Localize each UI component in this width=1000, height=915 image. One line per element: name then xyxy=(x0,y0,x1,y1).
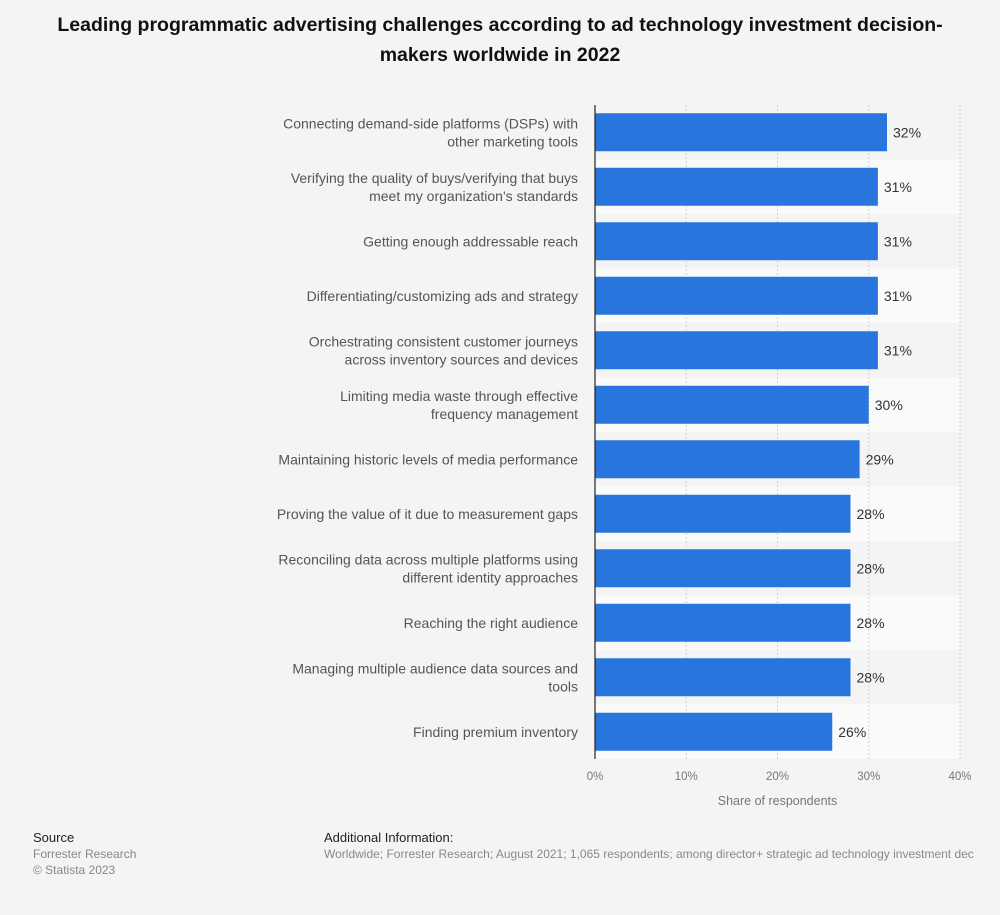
bar[interactable] xyxy=(595,549,851,588)
x-tick-label: 0% xyxy=(587,771,604,783)
data-label: 31% xyxy=(884,233,912,249)
category-label: Differentiating/customizing ads and stra… xyxy=(307,288,578,304)
category-label: Finding premium inventory xyxy=(413,724,578,740)
source-heading: Source xyxy=(33,830,75,845)
category-label: Maintaining historic levels of media per… xyxy=(278,451,578,467)
bar[interactable] xyxy=(595,658,851,697)
x-tick-label: 10% xyxy=(675,771,698,783)
x-axis-title: Share of respondents xyxy=(718,794,838,808)
category-label: Getting enough addressable reach xyxy=(363,233,578,249)
bar[interactable] xyxy=(595,222,878,261)
bar[interactable] xyxy=(595,603,851,642)
data-label: 28% xyxy=(857,615,885,631)
data-label: 32% xyxy=(893,124,921,140)
category-label: Orchestrating consistent customer journe… xyxy=(309,333,578,367)
data-label: 29% xyxy=(866,451,894,467)
bar[interactable] xyxy=(595,385,869,424)
source-block: Source Forrester Research © Statista 202… xyxy=(33,830,136,878)
category-label: Reconciling data across multiple platfor… xyxy=(278,551,578,585)
bar[interactable] xyxy=(595,331,878,370)
bar[interactable] xyxy=(595,276,878,315)
source-link[interactable]: Forrester Research xyxy=(33,847,137,861)
category-label: Connecting demand-side platforms (DSPs) … xyxy=(283,115,578,149)
bar[interactable] xyxy=(595,167,878,206)
data-label: 26% xyxy=(838,724,866,740)
x-tick-label: 30% xyxy=(857,771,880,783)
bar[interactable] xyxy=(595,712,833,751)
data-label: 31% xyxy=(884,179,912,195)
bar[interactable] xyxy=(595,494,851,533)
data-label: 31% xyxy=(884,288,912,304)
data-label: 28% xyxy=(857,560,885,576)
bar-chart: 0% 10% 20% 30% 40% 32% Connecting demand-side … xyxy=(277,105,972,808)
category-label: Proving the value of it due to measureme… xyxy=(277,506,578,522)
additional-heading: Additional Information: xyxy=(324,830,454,845)
data-label: 31% xyxy=(884,342,912,358)
data-label: 28% xyxy=(857,506,885,522)
x-tick-label: 40% xyxy=(948,771,971,783)
data-label: 28% xyxy=(857,669,885,685)
category-label: Verifying the quality of buys/verifying … xyxy=(291,170,578,204)
category-label: Reaching the right audience xyxy=(404,615,579,631)
bar[interactable] xyxy=(595,113,887,152)
data-label: 30% xyxy=(875,397,903,413)
additional-info: Additional Information: Worldwide; Forre… xyxy=(324,830,974,862)
bar[interactable] xyxy=(595,440,860,479)
category-label: Managing multiple audience data sources … xyxy=(292,660,578,694)
additional-text: Worldwide; Forrester Research; August 20… xyxy=(324,847,974,861)
category-label: Limiting media waste through effective fr… xyxy=(340,388,578,422)
copyright: © Statista 2023 xyxy=(33,863,116,877)
chart-title: Leading programmatic advertising challen… xyxy=(57,14,943,66)
x-tick-label: 20% xyxy=(766,771,789,783)
